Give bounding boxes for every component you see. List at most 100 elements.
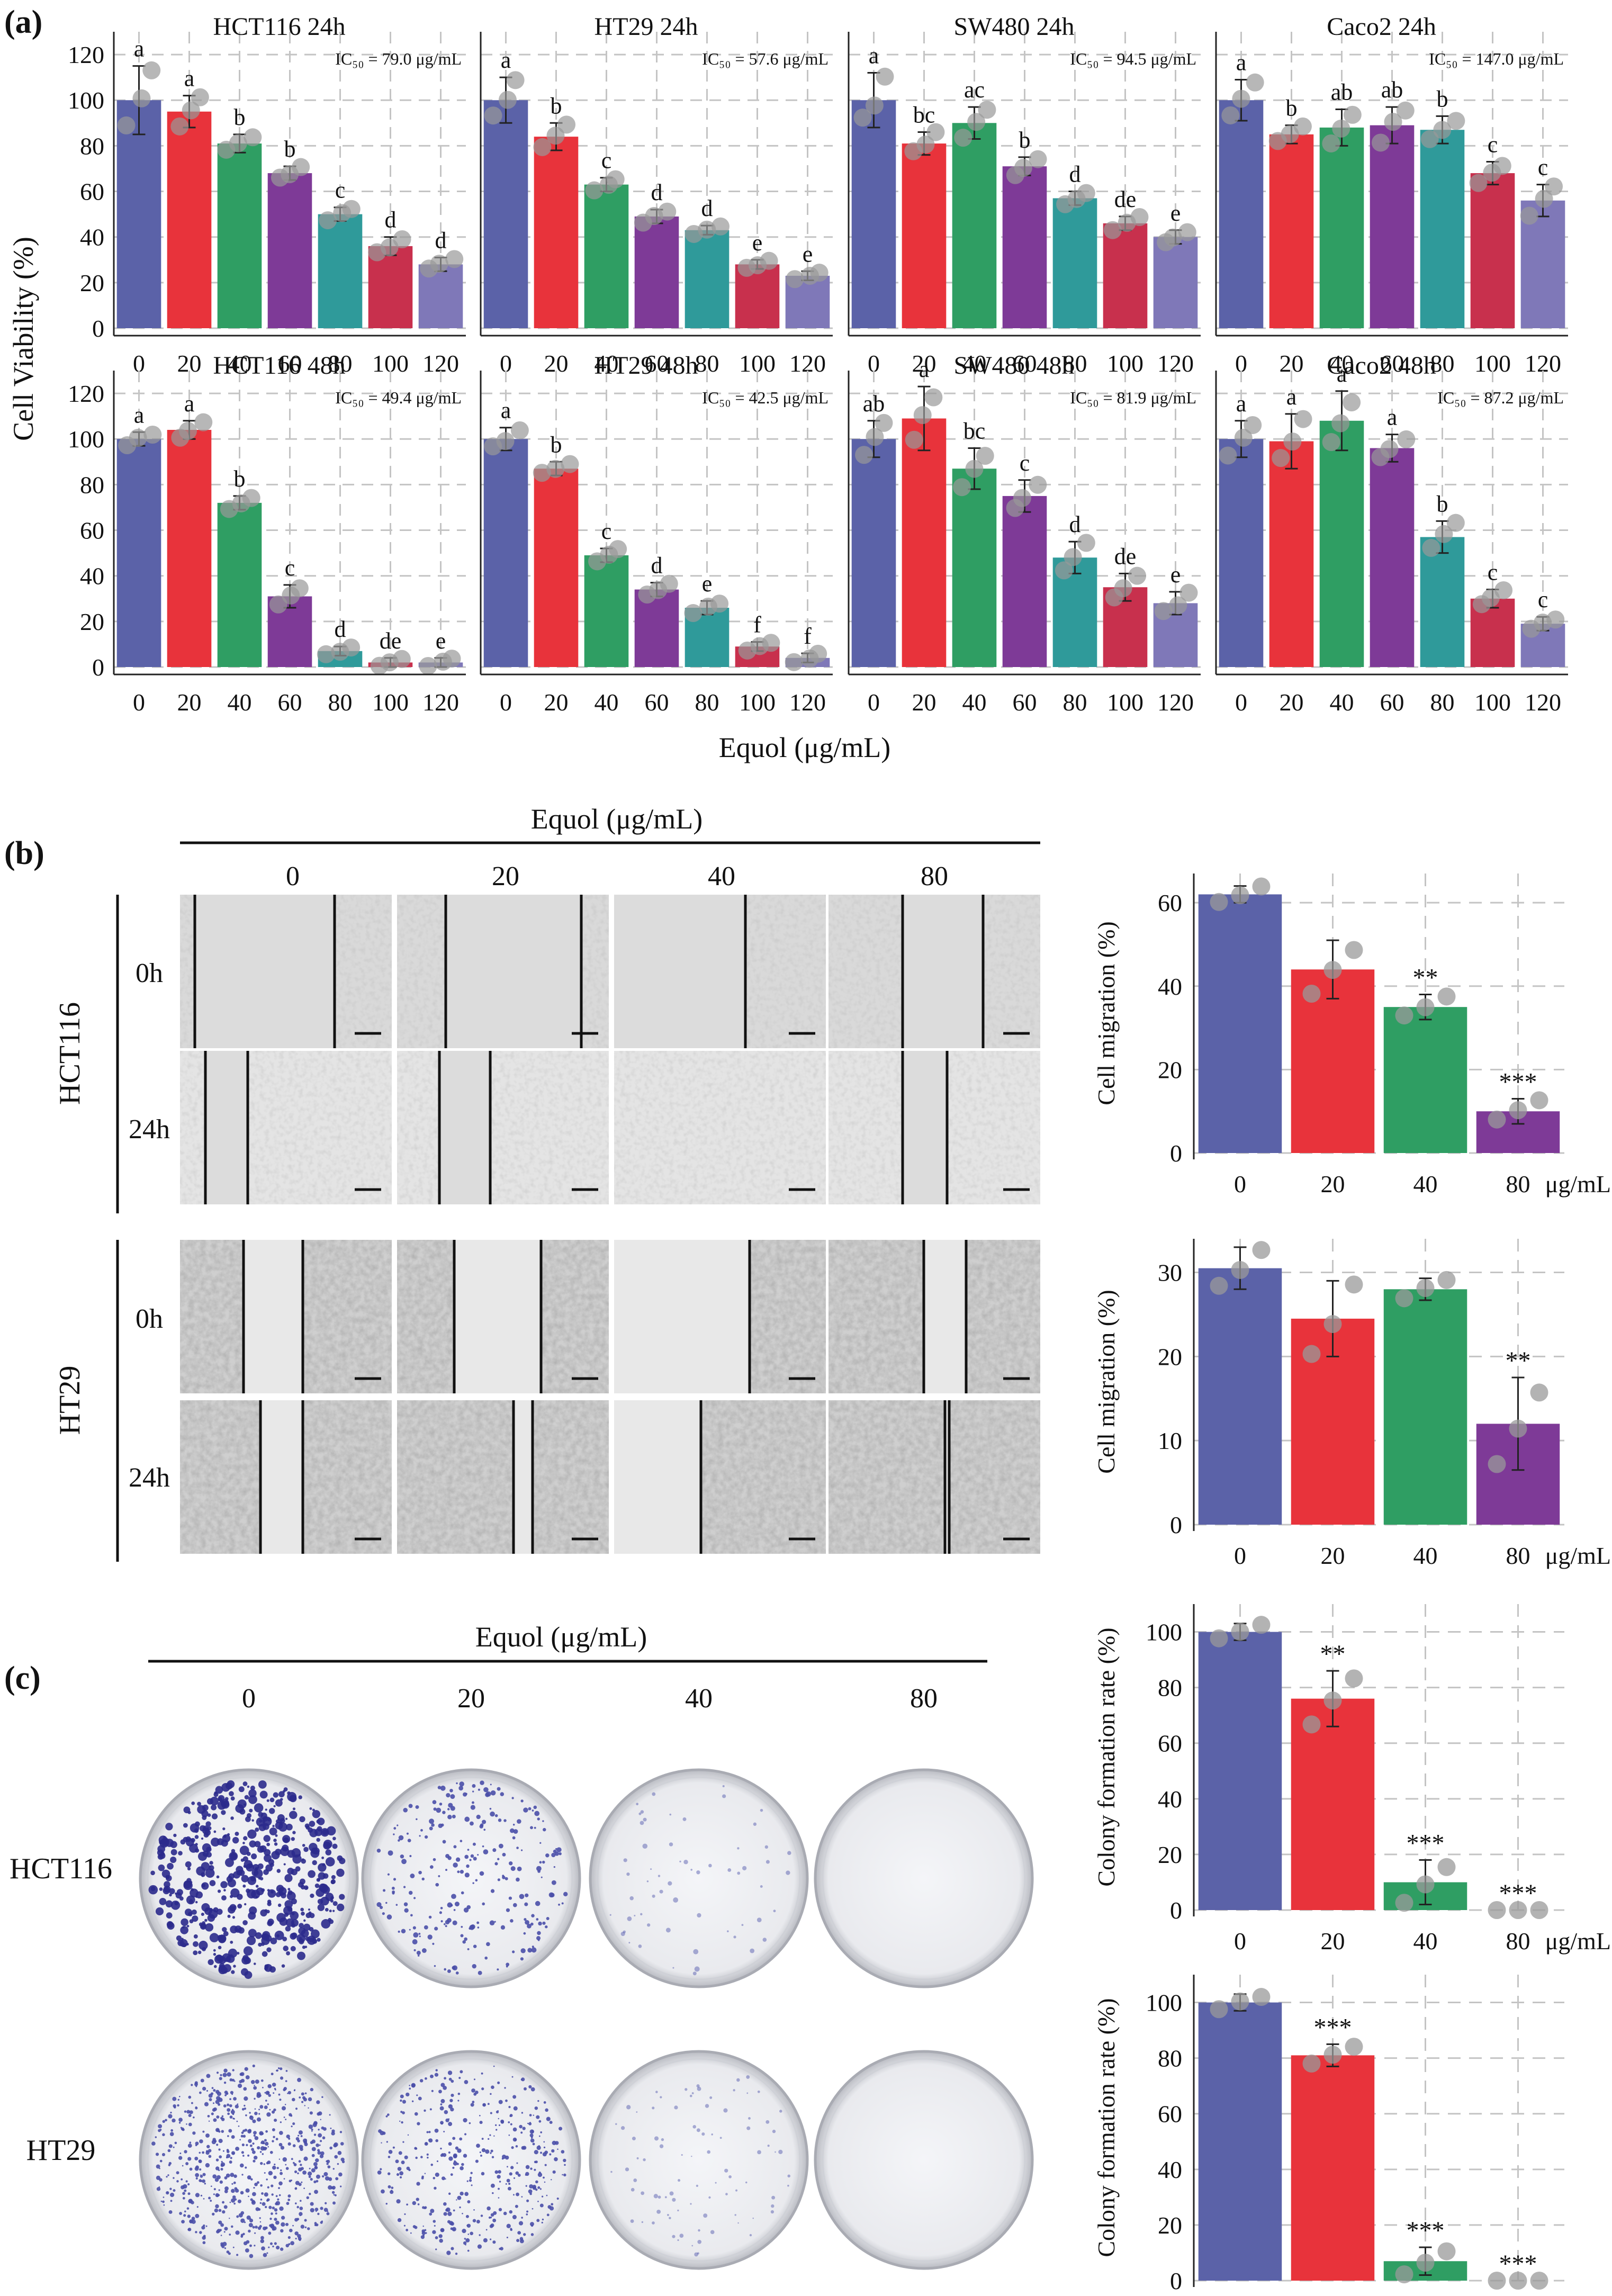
colony: [267, 2146, 269, 2148]
colony: [292, 1831, 296, 1834]
colony: [380, 2168, 382, 2171]
colony: [267, 1920, 273, 1926]
data-point: [1371, 133, 1390, 152]
colony: [493, 2065, 495, 2067]
colony: [440, 1906, 443, 1910]
colony: [443, 2202, 447, 2206]
colony: [169, 2187, 172, 2190]
colony: [279, 2099, 282, 2101]
colony: [526, 2199, 529, 2202]
data-point: [786, 270, 804, 289]
y-tick-label: 0: [1170, 1140, 1182, 1167]
colony: [406, 2166, 410, 2171]
colony: [507, 2186, 511, 2191]
chart-title: Caco2 48h: [1327, 352, 1436, 380]
colony: [261, 2192, 264, 2195]
colony: [629, 1896, 634, 1901]
colony: [476, 1921, 480, 1924]
panel-b-time-hct116-0h: 0h: [136, 958, 163, 988]
colony: [463, 2241, 467, 2245]
colony: [289, 1811, 298, 1819]
colony: [694, 2252, 698, 2257]
colony: [385, 1902, 388, 1904]
colony: [454, 1902, 460, 1907]
colony: [209, 1907, 213, 1912]
colony: [516, 1847, 519, 1849]
colony: [201, 1883, 206, 1888]
data-point: [853, 109, 872, 127]
colony: [428, 2139, 430, 2141]
significance-letter: b: [234, 104, 246, 130]
colony: [696, 2084, 700, 2088]
data-point: [1345, 1669, 1363, 1688]
colony: [500, 1925, 506, 1930]
colony: [278, 2158, 281, 2160]
colony: [232, 2118, 235, 2120]
cell-texture: [397, 1051, 609, 1204]
colony: [539, 2203, 544, 2208]
colony: [455, 1971, 459, 1975]
colony: [427, 2156, 429, 2159]
colony: [277, 1903, 282, 1907]
colony: [191, 2219, 196, 2224]
data-point: [1252, 877, 1271, 896]
data-point: [1234, 428, 1253, 447]
colony: [398, 2151, 402, 2155]
colony: [287, 2142, 291, 2146]
colony: [280, 2146, 285, 2150]
colony: [218, 2189, 220, 2191]
colony: [430, 1865, 434, 1869]
colony: [418, 2096, 422, 2101]
colony: [244, 1795, 249, 1800]
significance-letter: b: [551, 431, 562, 457]
colony: [183, 1823, 188, 1828]
colony: [337, 1903, 345, 1912]
colony: [308, 1870, 316, 1878]
significance-mark: **: [1320, 1640, 1346, 1668]
colony: [222, 1834, 231, 1843]
colony: [537, 2172, 543, 2177]
data-point: [1178, 223, 1196, 241]
colony: [523, 1807, 528, 1813]
colony: [232, 2109, 234, 2111]
colony: [185, 2180, 188, 2183]
colony: [228, 2129, 232, 2133]
bar-80: [318, 214, 363, 328]
y-tick-label: 60: [80, 178, 104, 205]
colony: [279, 2131, 283, 2135]
colony: [159, 2178, 163, 2182]
colony: [283, 1863, 286, 1866]
colony: [331, 1879, 336, 1884]
colony: [505, 2099, 508, 2102]
colony: [229, 2104, 232, 2108]
bar-0: [1219, 100, 1264, 328]
colony: [215, 2166, 220, 2171]
colony: [274, 2089, 276, 2091]
significance-letter: ac: [964, 77, 985, 103]
colony: [216, 1875, 220, 1879]
scratch-gap: [205, 1051, 248, 1204]
scratch-image: [397, 895, 609, 1048]
colony: [316, 1819, 321, 1824]
colony: [188, 2095, 192, 2099]
colony: [512, 2127, 517, 2132]
colony: [416, 2094, 418, 2096]
colony: [498, 2118, 499, 2120]
colony: [525, 1893, 529, 1897]
colony: [547, 2205, 552, 2209]
colony: [302, 1843, 305, 1847]
colony: [489, 1807, 492, 1810]
colony: [290, 2241, 295, 2246]
colony: [417, 1955, 420, 1957]
colony: [259, 2221, 262, 2223]
colony: [218, 1966, 227, 1975]
x-tick-label: 100: [1474, 689, 1511, 716]
colony: [239, 1808, 246, 1815]
colony: [460, 1840, 463, 1842]
colony: [672, 2198, 676, 2202]
colony: [298, 2167, 302, 2172]
dish-plate: [814, 1768, 1034, 1988]
colony: [418, 1932, 421, 1935]
colony: [269, 1827, 277, 1835]
colony: [746, 2092, 749, 2094]
